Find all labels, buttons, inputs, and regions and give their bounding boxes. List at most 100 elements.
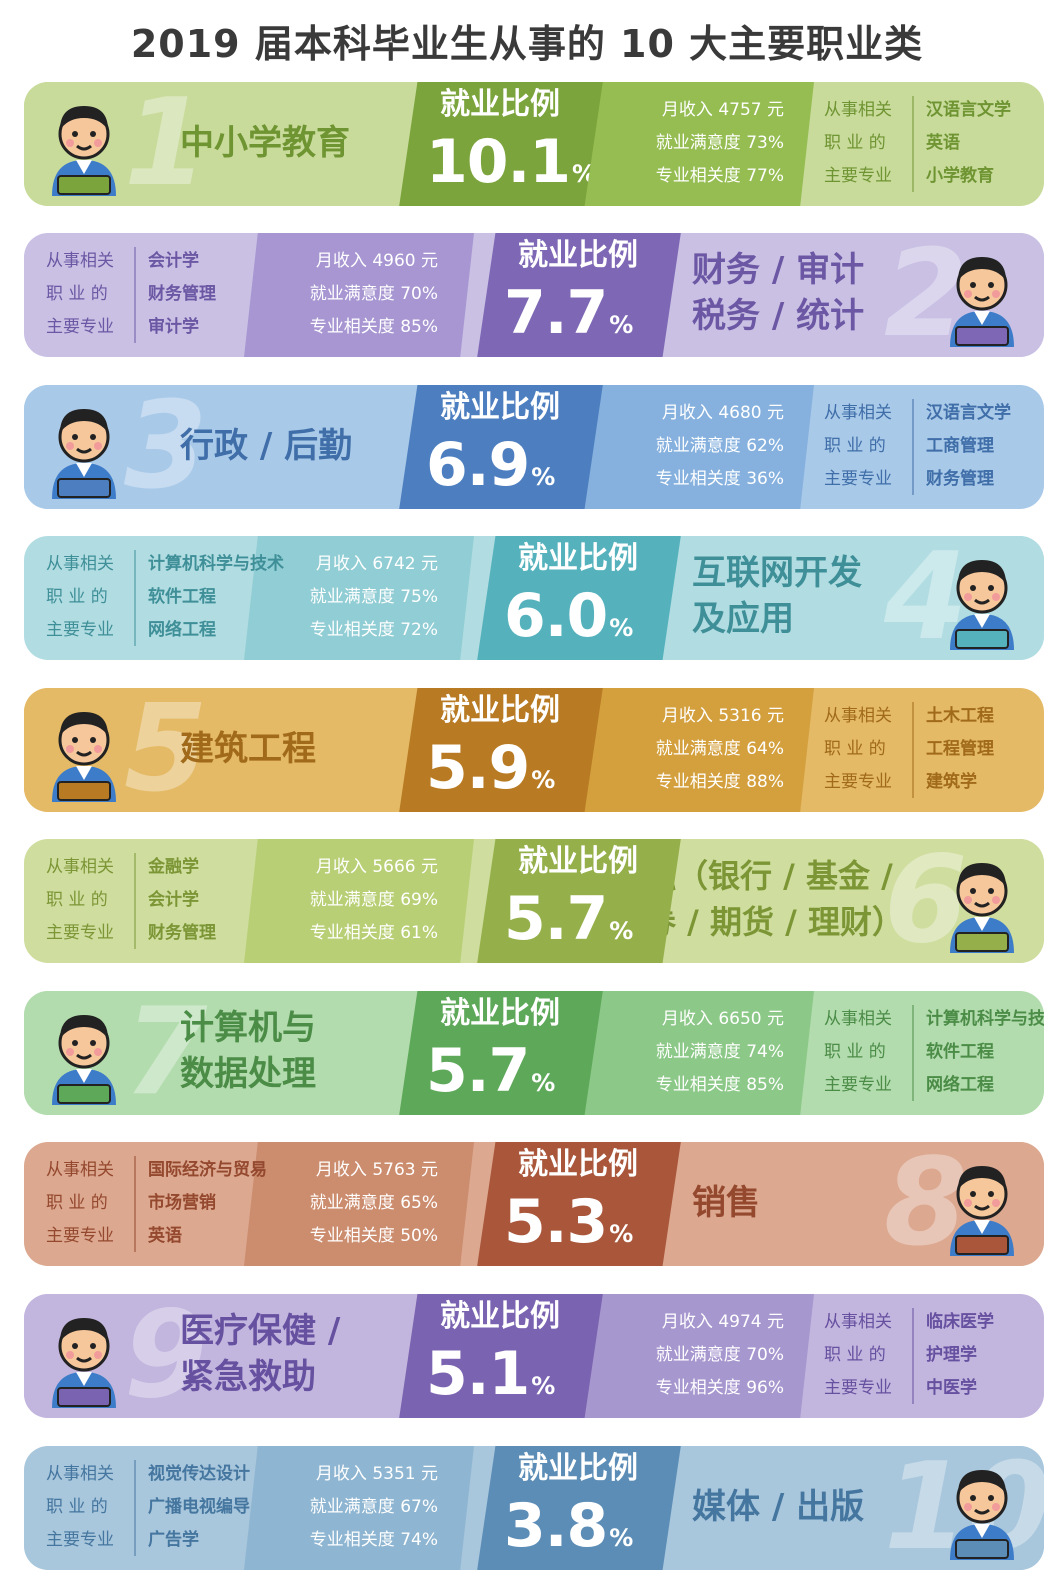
major-item: 计算机科学与技术 [926,1009,1044,1029]
majors-label: 从事相关职 业 的主要专业 [46,1458,114,1557]
majors-label-line: 职 业 的 [46,284,108,304]
ratio-block: 就业比例 5.7% [476,839,682,963]
majors-label-line: 从事相关 [46,1464,114,1484]
stats-text: 月收入 5763 元就业满意度 65% 专业相关度 50% [268,1154,438,1253]
major-item: 网络工程 [148,620,216,640]
stat-relevance: 专业相关度 96% [655,1378,784,1398]
majors-divider [134,247,136,343]
major-item: 工程管理 [926,739,994,759]
stat-satisfaction: 就业满意度 70% [655,1345,784,1365]
job-title: 财务 / 审计 税务 / 统计 [692,247,864,339]
sales-avatar-icon [936,1156,1028,1260]
stat-satisfaction: 就业满意度 75% [309,587,438,607]
stat-relevance: 专业相关度 61% [309,923,438,943]
ratio-label: 就业比例 [440,1299,560,1334]
ratio-value: 7.7% [504,283,633,355]
ratio-value: 5.7% [504,889,633,961]
doctor-avatar-icon [38,1308,130,1412]
job-row-6: 6 金融（银行 / 基金 / 证券 / 期货 / 理财） 就业比例 5.7% 月收入 5… [24,839,1044,963]
ratio-number: 5.3 [504,1187,608,1257]
job-title-line: 中小学教育 [180,123,350,163]
majors-label: 从事相关职 业 的主要专业 [824,1306,892,1405]
job-row-5: 5 建筑工程 就业比例 5.9% 月收入 5316 元就业满意度 64% 专业相关度 8… [24,688,1044,812]
media-avatar-icon [936,1460,1028,1564]
majors-label-line: 职 业 的 [46,1497,108,1517]
majors-divider [912,702,914,798]
percent-sign: % [609,1220,633,1248]
major-item: 中医学 [926,1378,977,1398]
stat-relevance: 专业相关度 85% [655,1075,784,1095]
computer-avatar-icon [38,1005,130,1109]
major-item: 英语 [926,133,960,153]
major-item: 汉语言文学 [926,100,1011,120]
majors-label-line: 职 业 的 [46,587,108,607]
major-item: 财务管理 [148,284,216,304]
job-title-line: 行政 / 后勤 [180,426,353,466]
stats-segment [244,536,474,660]
ratio-number: 10.1 [426,127,571,197]
job-title: 建筑工程 [180,726,316,772]
ratio-block: 就业比例 6.0% [476,536,682,660]
major-item: 护理学 [926,1345,977,1365]
major-item: 视觉传达设计 [148,1464,250,1484]
majors-label: 从事相关职 业 的主要专业 [46,1154,114,1253]
majors-list: 汉语言文学 英语 小学教育 [926,94,1011,193]
job-title-line: 媒体 / 出版 [692,1487,865,1527]
percent-sign: % [531,463,555,491]
rank-number: 1 [124,82,208,206]
majors-label-line: 职 业 的 [824,133,886,153]
job-row-7: 7 计算机与 数据处理 就业比例 5.7% 月收入 6650 元就业满意度 74% 专业相… [24,991,1044,1115]
stat-satisfaction: 就业满意度 74% [655,1042,784,1062]
builder-avatar-icon [38,702,130,806]
stats-text: 月收入 6742 元就业满意度 75% 专业相关度 72% [268,548,438,647]
stat-income: 月收入 4974 元 [661,1312,784,1332]
major-item: 财务管理 [148,923,216,943]
majors-label-line: 职 业 的 [46,890,108,910]
stats-text: 月收入 4680 元就业满意度 62% 专业相关度 36% [614,397,784,496]
majors-list: 土木工程 工程管理 建筑学 [926,700,994,799]
majors-label-line: 主要专业 [46,1530,114,1550]
majors-label-line: 从事相关 [824,706,892,726]
stat-relevance: 专业相关度 50% [309,1226,438,1246]
ratio-number: 5.7 [426,1036,530,1106]
stats-segment [244,233,474,357]
majors-label-line: 主要专业 [824,1075,892,1095]
job-row-1: 1 中小学教育 就业比例 10.1% 月收入 4757 元就业满意度 73% 专业相关度… [24,82,1044,206]
majors-list: 计算机科学与技术软件工程网络工程 [148,548,284,647]
major-item: 临床医学 [926,1312,994,1332]
job-title-line: 医疗保健 / [180,1311,341,1351]
major-item: 会计学 [148,251,199,271]
ratio-label: 就业比例 [440,87,560,122]
ratio-number: 6.0 [504,581,608,651]
stats-segment [584,385,814,509]
job-title: 媒体 / 出版 [692,1484,864,1530]
stat-relevance: 专业相关度 85% [309,317,438,337]
job-row-3: 3 行政 / 后勤 就业比例 6.9% 月收入 4680 元就业满意度 62% 专业相关… [24,385,1044,509]
major-item: 计算机科学与技术 [148,554,284,574]
rank-number: 3 [124,385,208,509]
stats-text: 月收入 4974 元就业满意度 70% 专业相关度 96% [614,1306,784,1405]
stats-text: 月收入 5316 元就业满意度 64% 专业相关度 88% [614,700,784,799]
ratio-value: 10.1% [426,132,596,204]
job-title: 中小学教育 [180,120,350,166]
job-title: 互联网开发 及应用 [692,550,862,642]
percent-sign: % [609,614,633,642]
stat-satisfaction: 就业满意度 62% [655,436,784,456]
ratio-block: 就业比例 5.1% [398,1294,604,1418]
majors-list: 会计学 财务管理 审计学 [148,245,216,344]
stats-segment [584,82,814,206]
major-item: 工商管理 [926,436,994,456]
major-item: 英语 [148,1226,182,1246]
ratio-block: 就业比例 6.9% [398,385,604,509]
job-title: 医疗保健 / 紧急救助 [180,1308,340,1400]
majors-label-line: 主要专业 [46,317,114,337]
banker-avatar-icon [936,853,1028,957]
ratio-label: 就业比例 [518,844,638,879]
major-item: 会计学 [148,890,199,910]
ratio-block: 就业比例 5.3% [476,1142,682,1266]
stat-satisfaction: 就业满意度 69% [309,890,438,910]
stats-text: 月收入 4757 元就业满意度 73% 专业相关度 77% [614,94,784,193]
percent-sign: % [531,1069,555,1097]
majors-label-line: 主要专业 [824,772,892,792]
